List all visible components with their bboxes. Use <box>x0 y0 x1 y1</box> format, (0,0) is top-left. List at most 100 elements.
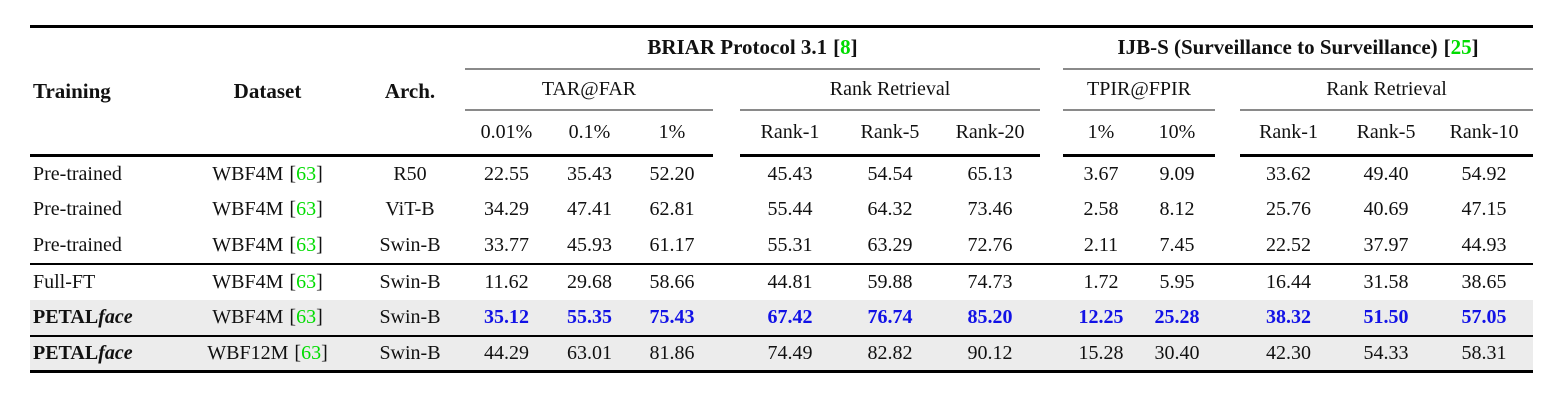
value-cell: 25.76 <box>1266 198 1312 220</box>
table-row: Full-FT WBF4M [63] Swin-B 11.62 29.68 58.66 44.… <box>30 262 1534 300</box>
training-cell: Pre-trained <box>30 228 180 264</box>
group-header-briar: BRIAR Protocol 3.1 [8] <box>465 26 1041 70</box>
dataset-citation: [63] <box>289 271 322 293</box>
citation-number: 8 <box>840 35 851 60</box>
value-cell: 64.32 <box>867 198 913 220</box>
value-cell: 3.67 <box>1083 162 1119 185</box>
bracket: [ <box>289 270 297 293</box>
value-cell: 81.86 <box>631 334 713 373</box>
value-cell: 74.73 <box>940 262 1041 300</box>
value-cell: 15.28 <box>1063 334 1140 373</box>
column-gap <box>1215 228 1240 264</box>
col-header-training: Training <box>30 26 180 157</box>
bracket: [ <box>289 198 297 220</box>
column-gap <box>713 334 740 373</box>
value-cell: 58.66 <box>631 262 713 300</box>
value-cell: 38.65 <box>1435 262 1534 300</box>
value-cell: 35.12 <box>465 299 548 336</box>
value-cell: 9.09 <box>1159 162 1195 185</box>
col-header-dataset: Dataset <box>180 26 355 157</box>
column-gap <box>1215 192 1240 228</box>
dataset-name: WBF4M <box>212 305 284 328</box>
table-row: Pre-trained WBF4M [63] Swin-B 33.77 45.93 61.1… <box>30 228 1533 264</box>
value-cell: 73.46 <box>967 198 1013 220</box>
value-cell: 22.55 <box>484 162 529 185</box>
column-gap <box>1040 156 1063 192</box>
value-cell: 55.31 <box>767 233 813 256</box>
citation-ijbs: [25] <box>1443 35 1479 60</box>
value-cell: 55.44 <box>767 198 813 220</box>
group-title-ijbs: IJB-S (Surveillance to Surveillance) <box>1117 35 1438 60</box>
col-header-fpir-1: 1% <box>1063 109 1140 157</box>
dataset-citation: [63] <box>294 342 327 364</box>
value-cell: 1.72 <box>1063 262 1140 300</box>
training-method-name: Pre-trained <box>33 233 122 256</box>
value-cell: 34.29 <box>484 198 529 220</box>
table-row: PETALface WBF4M [63] Swin-B 35.12 55.35 75.43 6… <box>30 299 1534 336</box>
col-header-arch: Arch. <box>355 26 465 157</box>
group-header-ijbs: IJB-S (Surveillance to Surveillance) [25] <box>1063 26 1534 70</box>
bracket: [ <box>289 162 297 185</box>
bracket: ] <box>316 198 323 220</box>
value-cell: 82.82 <box>840 334 940 373</box>
value-cell: 49.40 <box>1363 162 1409 185</box>
table-row: Pre-trained WBF4M [63] R50 22.55 35.43 52.20 45… <box>30 156 1533 192</box>
bracket: ] <box>321 341 328 364</box>
value-cell: 67.42 <box>740 299 840 336</box>
value-cell: 22.52 <box>1266 233 1312 256</box>
col-header-rank1-ijbs: Rank-1 <box>1240 109 1338 157</box>
value-cell: 35.43 <box>567 162 612 185</box>
results-body: Pre-trained WBF4M [63] R50 22.55 35.43 52.20 45… <box>30 156 1534 373</box>
value-cell: 42.30 <box>1240 334 1338 373</box>
training-method-name: PETAL <box>33 341 99 364</box>
value-cell: 38.32 <box>1240 299 1338 336</box>
dataset-name: WBF12M <box>207 341 289 364</box>
value-cell: 12.25 <box>1063 299 1140 336</box>
column-gap <box>1215 69 1240 110</box>
dataset-citation: [63] <box>289 198 322 220</box>
value-cell: 11.62 <box>465 262 548 300</box>
value-cell: 47.41 <box>567 198 612 220</box>
value-cell: 51.50 <box>1337 299 1436 336</box>
column-gap <box>713 110 740 156</box>
col-header-rank5-briar: Rank-5 <box>840 109 940 157</box>
dataset-name: WBF4M <box>212 162 284 185</box>
bracket: ] <box>316 233 323 256</box>
column-gap <box>1215 156 1240 192</box>
value-cell: 54.33 <box>1337 334 1436 373</box>
value-cell: 44.93 <box>1461 233 1507 256</box>
dataset-cell: WBF4M [63] <box>180 228 355 264</box>
bracket: [ <box>294 341 302 364</box>
column-gap <box>1040 262 1064 300</box>
citation-number: 63 <box>296 270 317 293</box>
col-header-rank5-ijbs: Rank-5 <box>1337 109 1436 157</box>
col-header-far-1: 1% <box>631 109 713 157</box>
bracket: [ <box>289 305 297 328</box>
value-cell: 16.44 <box>1240 262 1338 300</box>
bracket: ] <box>316 162 323 185</box>
column-gap <box>1215 299 1241 336</box>
value-cell: 7.45 <box>1159 233 1195 256</box>
value-cell: 58.31 <box>1435 334 1534 373</box>
value-cell: 55.35 <box>548 299 631 336</box>
value-cell: 54.54 <box>867 162 913 185</box>
column-gap <box>1040 27 1063 69</box>
column-gap <box>1215 334 1241 373</box>
arch-cell: R50 <box>393 162 427 185</box>
dataset-citation: [63] <box>289 163 322 185</box>
subheader-tar-far: TAR@FAR <box>465 68 713 111</box>
col-header-rank1-briar: Rank-1 <box>740 109 840 157</box>
column-gap <box>713 262 740 300</box>
value-cell: 33.62 <box>1266 162 1312 185</box>
header-subgroup-row: TAR@FAR Rank Retrieval TPIR@FPIR Rank Re… <box>30 68 1534 111</box>
training-method-name: Pre-trained <box>33 162 122 185</box>
value-cell: 63.01 <box>548 334 631 373</box>
dataset-cell: WBF4M [63] <box>180 262 355 300</box>
value-cell: 47.15 <box>1461 198 1507 220</box>
citation-number: 63 <box>296 305 317 328</box>
arch-cell: Swin-B <box>379 233 441 256</box>
value-cell: 65.13 <box>967 162 1013 185</box>
arch-cell: Swin-B <box>355 299 465 336</box>
header-group-row: Training Dataset Arch. BRIAR Protocol 3.… <box>30 26 1534 157</box>
